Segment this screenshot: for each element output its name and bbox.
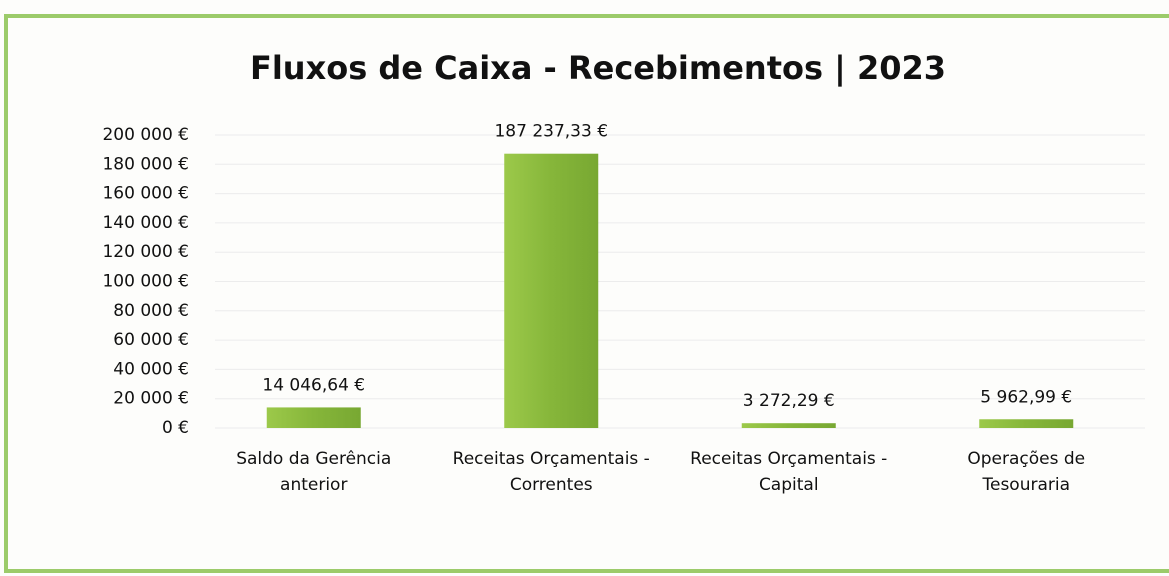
y-tick-label: 160 000 € bbox=[102, 184, 189, 204]
y-tick-label: 0 € bbox=[162, 418, 189, 438]
data-label: 3 272,29 € bbox=[743, 391, 835, 411]
y-tick-label: 20 000 € bbox=[113, 389, 189, 409]
y-tick-label: 200 000 € bbox=[102, 125, 189, 145]
frame bbox=[4, 14, 1169, 573]
y-tick-label: 180 000 € bbox=[102, 154, 189, 174]
x-tick-label: Receitas Orçamentais - Capital bbox=[690, 449, 888, 495]
y-tick-label: 100 000 € bbox=[102, 272, 189, 292]
chart-title: Fluxos de Caixa - Recebimentos | 2023 bbox=[250, 49, 946, 88]
x-tick-label: Receitas Orçamentais - Correntes bbox=[452, 449, 650, 495]
y-tick-label: 40 000 € bbox=[113, 359, 189, 379]
data-label: 14 046,64 € bbox=[262, 375, 365, 395]
y-tick-label: 60 000 € bbox=[113, 330, 189, 350]
y-tick-label: 80 000 € bbox=[113, 301, 189, 321]
bar bbox=[266, 407, 361, 428]
data-label: 5 962,99 € bbox=[980, 387, 1072, 407]
y-tick-label: 140 000 € bbox=[102, 213, 189, 233]
y-tick-label: 120 000 € bbox=[102, 242, 189, 262]
data-label: 187 237,33 € bbox=[494, 122, 608, 142]
x-tick-label: Operações de Tesouraria bbox=[967, 449, 1086, 495]
bar bbox=[504, 153, 599, 428]
x-tick-label: Saldo da Gerência anterior bbox=[236, 449, 392, 495]
bar bbox=[979, 419, 1074, 428]
bar bbox=[741, 423, 836, 428]
